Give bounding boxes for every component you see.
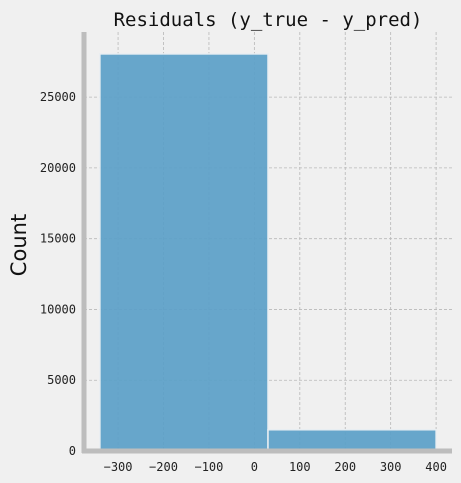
- x-axis-ticks: −300 −200 −100 0 100 200 300 400: [104, 460, 447, 474]
- axes-spines: [81, 32, 452, 454]
- y-axis-label: Count: [7, 214, 31, 276]
- histogram-bar: [267, 429, 437, 452]
- x-tick-label: −300: [104, 460, 133, 474]
- y-tick-label: 5000: [47, 373, 76, 387]
- y-tick-label: 0: [69, 444, 76, 458]
- chart-title: Residuals (y_true - y_pred): [114, 9, 423, 31]
- x-tick-label: 300: [380, 460, 402, 474]
- y-tick-label: 10000: [40, 302, 76, 316]
- x-tick-label: 100: [289, 460, 311, 474]
- histogram-bars: [99, 53, 437, 452]
- x-tick-label: −100: [194, 460, 223, 474]
- y-tick-label: 15000: [40, 232, 76, 246]
- histogram-bar: [99, 53, 269, 452]
- y-tick-label: 25000: [40, 90, 76, 104]
- y-tick-label: 20000: [40, 161, 76, 175]
- x-tick-label: 200: [334, 460, 356, 474]
- x-tick-label: 0: [251, 460, 258, 474]
- y-axis-ticks: 0 5000 10000 15000 20000 25000: [40, 90, 76, 458]
- x-tick-label: −200: [149, 460, 178, 474]
- x-tick-label: 400: [425, 460, 447, 474]
